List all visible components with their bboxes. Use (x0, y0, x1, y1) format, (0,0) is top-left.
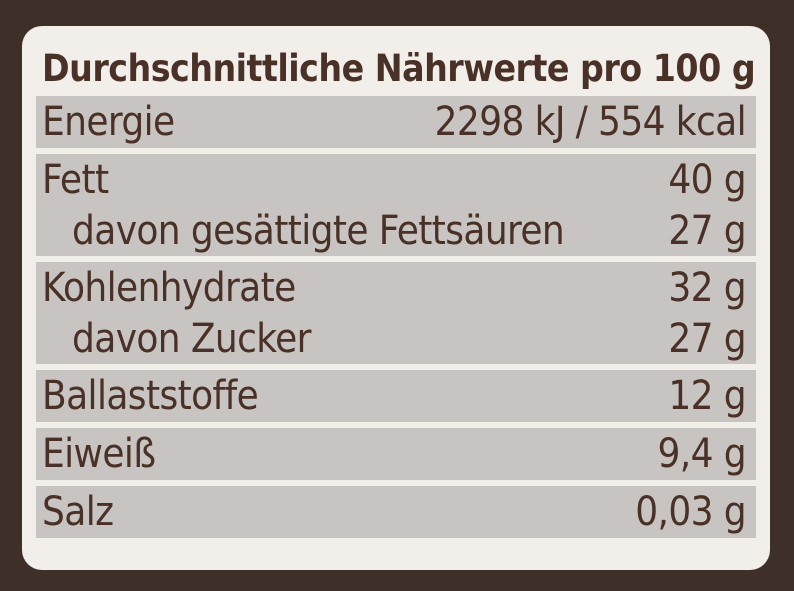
energie-label: Energie (42, 99, 175, 145)
nutrition-table: Energie 2298 kJ / 554 kcal Fett 40 g dav… (36, 96, 756, 538)
kohlenhydrate-label: Kohlenhydrate (42, 264, 296, 311)
fett-label: Fett (42, 156, 109, 203)
gesaettigte-fettsaeuren-value: 27 g (668, 207, 746, 254)
salz-label: Salz (42, 489, 114, 535)
row-fett: Fett 40 g davon gesättigte Fettsäuren 27… (36, 154, 756, 256)
eiweiss-label: Eiweiß (42, 431, 156, 477)
fett-value: 40 g (668, 156, 746, 203)
ballaststoffe-value: 12 g (668, 373, 746, 419)
zucker-value: 27 g (668, 315, 746, 362)
kohlenhydrate-value: 32 g (668, 264, 746, 311)
nutrition-label: Durchschnittliche Nährwerte pro 100 g En… (22, 26, 770, 570)
row-salz: Salz 0,03 g (36, 486, 756, 538)
eiweiss-value: 9,4 g (657, 431, 747, 477)
row-eiweiss: Eiweiß 9,4 g (36, 428, 756, 480)
gesaettigte-fettsaeuren-label: davon gesättigte Fettsäuren (72, 207, 565, 254)
nutrition-title: Durchschnittliche Nährwerte pro 100 g (42, 47, 756, 90)
row-kohlenhydrate: Kohlenhydrate 32 g davon Zucker 27 g (36, 262, 756, 364)
energie-value: 2298 kJ / 554 kcal (434, 99, 747, 145)
zucker-label: davon Zucker (72, 315, 311, 362)
salz-value: 0,03 g (635, 489, 746, 535)
ballaststoffe-label: Ballaststoffe (42, 373, 259, 419)
row-ballaststoffe: Ballaststoffe 12 g (36, 370, 756, 422)
row-energie: Energie 2298 kJ / 554 kcal (36, 96, 756, 148)
